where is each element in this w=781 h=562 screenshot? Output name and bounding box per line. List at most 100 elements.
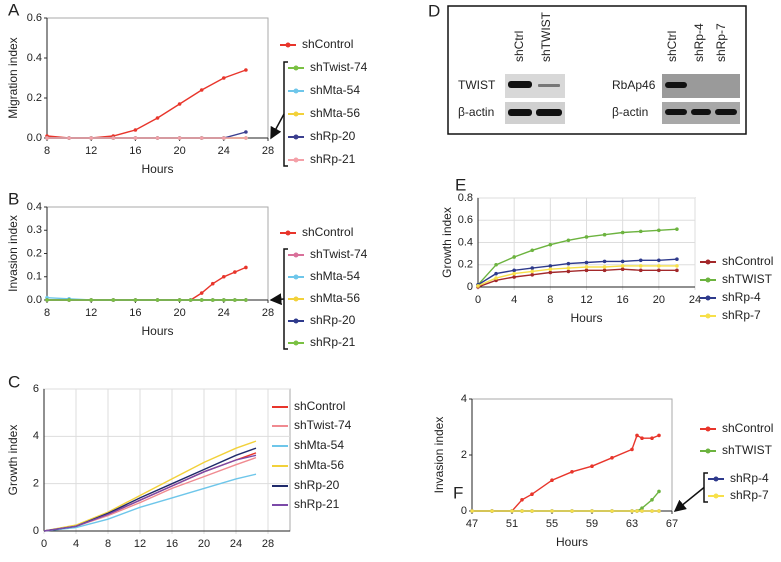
x-tick-label: 0 bbox=[41, 538, 47, 550]
data-point bbox=[512, 271, 516, 276]
data-point bbox=[476, 284, 480, 288]
data-point bbox=[584, 235, 589, 239]
x-tick-label: 67 bbox=[666, 518, 678, 530]
data-point bbox=[550, 509, 554, 513]
x-tick-label: 47 bbox=[466, 518, 478, 530]
data-point bbox=[45, 136, 49, 140]
x-axis-title: Hours bbox=[141, 162, 173, 176]
y-axis-title: Growth index bbox=[440, 207, 454, 278]
x-tick-label: 59 bbox=[586, 518, 598, 530]
x-tick-label: 24 bbox=[218, 145, 230, 157]
x-tick-label: 24 bbox=[230, 538, 242, 550]
legend-label: shControl bbox=[302, 37, 353, 51]
x-tick-label: 8 bbox=[44, 307, 50, 319]
data-point bbox=[155, 136, 160, 140]
legend-swatch bbox=[293, 252, 299, 258]
legend-swatch bbox=[293, 157, 299, 163]
data-point bbox=[566, 269, 571, 274]
data-point bbox=[640, 509, 644, 513]
bracket-arrow bbox=[269, 293, 285, 306]
y-tick-label: 0.2 bbox=[27, 247, 42, 259]
band bbox=[665, 109, 687, 115]
data-point bbox=[610, 456, 614, 460]
data-point bbox=[244, 265, 248, 270]
legend-swatch bbox=[293, 111, 299, 117]
data-point bbox=[657, 228, 661, 233]
data-point bbox=[602, 268, 607, 273]
x-tick-label: 12 bbox=[85, 145, 97, 157]
legend-label: shMta-54 bbox=[310, 83, 360, 97]
y-tick-label: 2 bbox=[33, 478, 39, 490]
y-tick-label: 0.4 bbox=[27, 52, 42, 64]
data-point bbox=[584, 268, 589, 273]
data-point bbox=[177, 136, 182, 140]
legend-swatch bbox=[285, 42, 291, 48]
data-point bbox=[494, 271, 498, 276]
data-point bbox=[244, 68, 248, 72]
x-tick-label: 12 bbox=[580, 294, 592, 306]
legend-bracket bbox=[283, 61, 288, 167]
x-tick-label: 28 bbox=[262, 307, 274, 319]
data-point bbox=[566, 238, 571, 243]
y-axis-title: Invasion index bbox=[6, 215, 20, 292]
band bbox=[538, 84, 560, 87]
legend-swatch bbox=[293, 340, 299, 346]
data-point bbox=[244, 130, 248, 134]
data-point bbox=[210, 281, 215, 286]
legend-label: shControl bbox=[722, 421, 773, 435]
y-tick-label: 4 bbox=[461, 393, 467, 405]
legend-swatch bbox=[285, 230, 291, 236]
row-label: TWIST bbox=[458, 78, 496, 92]
data-point bbox=[570, 509, 574, 513]
data-point bbox=[233, 298, 237, 302]
legend-label: shMta-56 bbox=[310, 291, 360, 305]
row-label: β-actin bbox=[612, 105, 648, 119]
data-point bbox=[530, 269, 535, 274]
x-tick-label: 55 bbox=[546, 518, 558, 530]
x-tick-label: 16 bbox=[166, 538, 178, 550]
data-point bbox=[675, 257, 679, 261]
legend-label: shControl bbox=[294, 399, 345, 413]
bracket-arrow bbox=[270, 113, 285, 140]
data-point bbox=[640, 436, 644, 441]
legend-label: shRp-20 bbox=[310, 129, 356, 143]
x-tick-label: 20 bbox=[198, 538, 210, 550]
legend-swatch bbox=[293, 296, 299, 302]
lane-label: shRp-4 bbox=[692, 23, 706, 62]
data-point bbox=[650, 509, 654, 513]
legend-label: shRp-7 bbox=[722, 308, 761, 322]
data-point bbox=[657, 258, 661, 263]
x-tick-label: 28 bbox=[262, 538, 274, 550]
data-point bbox=[494, 276, 498, 280]
blot-panel: D shCtrl shTWIST shCtrl shRp-4 shRp-7 TW… bbox=[428, 1, 747, 135]
data-point bbox=[520, 509, 524, 513]
legend-swatch bbox=[705, 426, 711, 432]
series-line bbox=[43, 473, 257, 532]
data-point bbox=[210, 298, 215, 302]
x-axis-title: Hours bbox=[556, 535, 588, 549]
bracket-arrow bbox=[673, 486, 705, 512]
series-line bbox=[47, 266, 247, 301]
x-tick-label: 4 bbox=[511, 294, 517, 306]
legend-label: shRp-21 bbox=[310, 152, 356, 166]
data-point bbox=[244, 298, 248, 302]
plot-frame bbox=[471, 398, 673, 512]
row-label: β-actin bbox=[458, 105, 494, 119]
plot-frame bbox=[43, 388, 291, 532]
lane-label: shRp-7 bbox=[714, 23, 728, 62]
data-point bbox=[45, 298, 49, 302]
data-point bbox=[111, 298, 116, 302]
y-tick-label: 6 bbox=[33, 383, 39, 395]
data-point bbox=[675, 227, 679, 231]
x-tick-label: 4 bbox=[73, 538, 79, 550]
data-point bbox=[657, 489, 661, 494]
x-tick-label: 63 bbox=[626, 518, 638, 530]
x-tick-label: 20 bbox=[173, 307, 185, 319]
data-point bbox=[512, 268, 516, 273]
legend-label: shTWIST bbox=[722, 272, 773, 286]
y-tick-label: 0.0 bbox=[27, 294, 42, 306]
data-point bbox=[566, 261, 571, 266]
band bbox=[508, 81, 532, 88]
data-point bbox=[177, 102, 182, 106]
data-point bbox=[590, 509, 594, 513]
